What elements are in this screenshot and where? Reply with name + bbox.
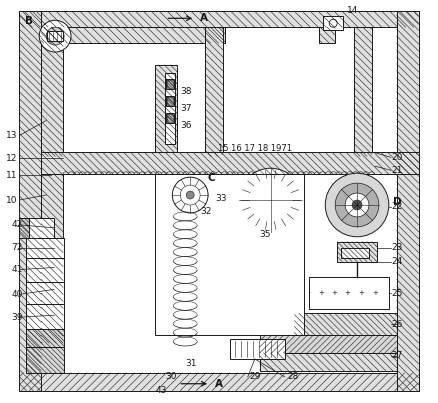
- Text: 28: 28: [287, 372, 299, 381]
- Text: 38: 38: [180, 87, 192, 96]
- Text: 23: 23: [392, 243, 403, 252]
- Text: 30: 30: [166, 372, 177, 381]
- Text: A: A: [200, 13, 208, 23]
- Bar: [26, 329, 64, 347]
- Bar: [19, 11, 41, 391]
- Bar: [41, 27, 225, 43]
- Text: A: A: [215, 379, 223, 389]
- Text: 37: 37: [180, 104, 192, 113]
- Text: +: +: [358, 291, 364, 296]
- Bar: [26, 304, 64, 329]
- Bar: [205, 27, 223, 156]
- Bar: [47, 31, 63, 41]
- Text: +: +: [318, 291, 324, 296]
- Text: 33: 33: [215, 193, 226, 203]
- Circle shape: [172, 177, 208, 213]
- Bar: [166, 79, 174, 89]
- Circle shape: [186, 191, 194, 199]
- Text: 42: 42: [11, 220, 23, 229]
- Text: 39: 39: [11, 313, 23, 322]
- Text: 35: 35: [260, 230, 271, 239]
- Bar: [167, 114, 173, 122]
- Bar: [341, 248, 369, 258]
- Text: 13: 13: [6, 131, 17, 140]
- Circle shape: [239, 168, 302, 232]
- Bar: [319, 27, 335, 43]
- Text: ·: ·: [307, 289, 311, 298]
- Bar: [26, 238, 64, 258]
- Text: 14: 14: [347, 6, 358, 15]
- Bar: [26, 218, 54, 238]
- Circle shape: [46, 27, 64, 45]
- Text: 11: 11: [6, 171, 17, 180]
- Text: C: C: [207, 173, 215, 183]
- Text: 31: 31: [185, 359, 197, 368]
- Bar: [63, 43, 205, 156]
- Text: 12: 12: [6, 154, 17, 163]
- Text: +: +: [372, 291, 378, 296]
- Text: 41: 41: [11, 265, 23, 274]
- Text: D: D: [393, 197, 401, 207]
- Circle shape: [325, 173, 389, 237]
- Text: 21: 21: [392, 166, 403, 175]
- Bar: [166, 112, 174, 123]
- Bar: [19, 373, 419, 391]
- Text: 32: 32: [200, 208, 212, 216]
- Circle shape: [352, 200, 362, 210]
- Text: 22: 22: [392, 202, 403, 212]
- Bar: [19, 218, 29, 238]
- Bar: [26, 258, 64, 283]
- Text: 27: 27: [392, 351, 403, 360]
- Bar: [155, 174, 304, 335]
- Circle shape: [335, 183, 379, 227]
- Text: 15 16 17 18 1971: 15 16 17 18 1971: [218, 144, 292, 153]
- Text: 26: 26: [392, 320, 403, 329]
- Circle shape: [39, 20, 71, 52]
- Bar: [354, 27, 372, 156]
- Text: 43: 43: [155, 386, 167, 395]
- Bar: [337, 242, 377, 262]
- Bar: [26, 283, 64, 304]
- Text: 24: 24: [392, 257, 403, 266]
- Text: +: +: [344, 291, 350, 296]
- Text: 40: 40: [11, 290, 23, 299]
- Text: 29: 29: [250, 372, 261, 381]
- Circle shape: [345, 193, 369, 217]
- Bar: [260, 353, 397, 371]
- Text: +: +: [331, 291, 337, 296]
- Bar: [166, 73, 175, 144]
- Text: 36: 36: [180, 121, 192, 130]
- Bar: [309, 278, 389, 309]
- Bar: [397, 11, 419, 391]
- Bar: [166, 96, 174, 106]
- Text: B: B: [25, 16, 33, 26]
- Text: 72: 72: [11, 243, 23, 252]
- Bar: [41, 174, 63, 343]
- Bar: [167, 80, 173, 88]
- Bar: [167, 97, 173, 105]
- Bar: [294, 313, 397, 335]
- Bar: [260, 335, 397, 353]
- Bar: [230, 339, 285, 359]
- Text: 10: 10: [6, 195, 17, 204]
- Text: 20: 20: [392, 153, 403, 162]
- Bar: [19, 11, 419, 27]
- Bar: [155, 65, 177, 152]
- Bar: [41, 152, 419, 174]
- Bar: [41, 27, 63, 156]
- Text: 25: 25: [392, 289, 403, 298]
- Bar: [26, 347, 64, 373]
- Bar: [323, 16, 343, 30]
